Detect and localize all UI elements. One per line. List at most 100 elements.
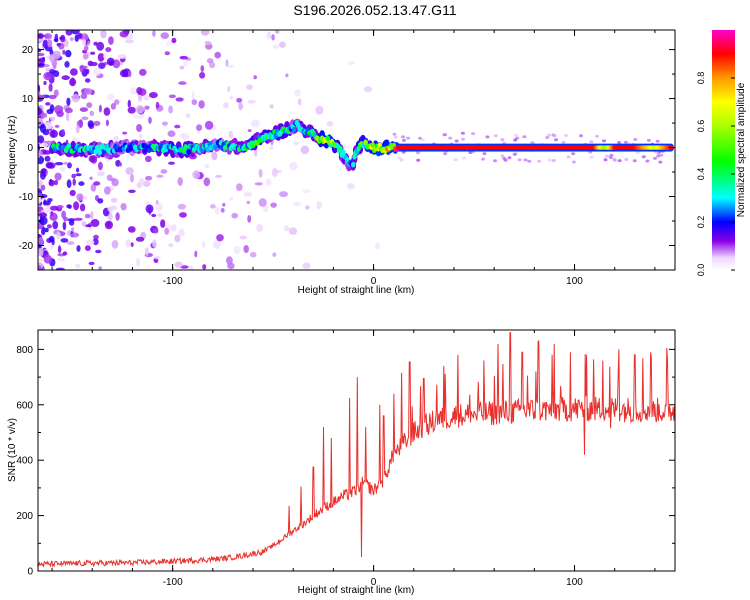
noise-speck bbox=[270, 202, 277, 208]
noise-speck bbox=[110, 177, 116, 182]
noise-speck bbox=[39, 216, 48, 225]
noise-speck bbox=[171, 37, 177, 44]
noise-speck bbox=[500, 138, 505, 142]
noise-speck bbox=[238, 102, 244, 111]
noise-speck bbox=[655, 139, 660, 143]
colorbar-ticks: 0.0 0.2 0.4 0.6 0.8 bbox=[696, 72, 735, 277]
noise-speck bbox=[179, 65, 185, 70]
colorbar-tick-label: 0.0 bbox=[696, 264, 706, 277]
noise-speck bbox=[183, 60, 188, 67]
noise-speck bbox=[527, 159, 532, 163]
noise-speck bbox=[289, 162, 298, 171]
noise-speck bbox=[191, 91, 195, 100]
noise-speck bbox=[167, 130, 176, 137]
noise-speck bbox=[300, 145, 310, 155]
noise-speck bbox=[130, 242, 134, 247]
noise-speck bbox=[76, 167, 80, 173]
noise-speck bbox=[57, 257, 66, 262]
y-tick-label: 10 bbox=[22, 94, 34, 105]
noise-speck bbox=[44, 33, 52, 40]
noise-speck bbox=[589, 155, 594, 159]
noise-speck bbox=[43, 254, 52, 264]
noise-speck bbox=[145, 175, 153, 181]
y-tick-label: 400 bbox=[16, 456, 33, 467]
noise-speck bbox=[462, 156, 467, 160]
noise-speck bbox=[153, 228, 159, 234]
noise-speck bbox=[70, 77, 75, 86]
noise-speck bbox=[168, 94, 176, 99]
noise-speck bbox=[545, 136, 550, 139]
noise-speck bbox=[223, 102, 229, 109]
noise-speck bbox=[38, 135, 45, 144]
noise-speck bbox=[93, 41, 98, 46]
noise-speck bbox=[40, 142, 49, 148]
noise-speck bbox=[97, 53, 105, 62]
noise-speck bbox=[47, 39, 53, 48]
noise-speck bbox=[81, 221, 87, 227]
noise-speck bbox=[507, 156, 512, 160]
noise-speck bbox=[348, 61, 355, 65]
noise-speck bbox=[51, 129, 55, 138]
noise-speck bbox=[624, 158, 629, 161]
noise-speck bbox=[48, 235, 55, 243]
noise-speck bbox=[152, 239, 157, 248]
noise-speck bbox=[59, 166, 66, 172]
x-tick-label: 100 bbox=[566, 577, 583, 588]
noise-speck bbox=[50, 205, 59, 211]
noise-speck bbox=[52, 220, 59, 230]
noise-speck bbox=[54, 162, 64, 166]
noise-speck bbox=[175, 97, 184, 102]
noise-speck bbox=[62, 49, 66, 55]
noise-speck bbox=[98, 266, 102, 270]
noise-speck bbox=[45, 205, 52, 214]
noise-speck bbox=[393, 135, 398, 139]
noise-speck bbox=[75, 173, 82, 177]
noise-speck bbox=[93, 67, 101, 76]
x-tick-label: 0 bbox=[371, 276, 377, 287]
noise-speck bbox=[602, 139, 606, 143]
noise-speck bbox=[164, 227, 170, 235]
noise-speck bbox=[144, 105, 150, 110]
noise-speck bbox=[56, 231, 61, 241]
noise-speck bbox=[204, 164, 210, 169]
noise-speck bbox=[161, 121, 168, 126]
noise-speck bbox=[530, 141, 535, 145]
noise-speck bbox=[375, 242, 380, 250]
colorbar-tick-label: 0.4 bbox=[696, 168, 706, 181]
y-tick-label: -20 bbox=[19, 241, 34, 252]
noise-speck bbox=[48, 83, 53, 92]
noise-speck bbox=[115, 212, 120, 221]
noise-speck bbox=[297, 98, 302, 106]
noise-speck bbox=[641, 155, 646, 159]
noise-speck bbox=[93, 234, 99, 240]
noise-speck bbox=[68, 219, 75, 226]
noise-speck bbox=[92, 238, 99, 246]
noise-speck bbox=[249, 251, 257, 258]
noise-speck bbox=[500, 154, 505, 158]
noise-speck bbox=[269, 104, 274, 109]
noise-speck bbox=[397, 156, 402, 160]
noise-speck bbox=[160, 169, 168, 174]
noise-speck bbox=[160, 32, 169, 39]
noise-speck bbox=[269, 145, 274, 150]
noise-speck bbox=[56, 42, 61, 47]
colorbar-tick-label: 0.8 bbox=[696, 72, 706, 85]
noise-speck bbox=[645, 159, 650, 163]
noise-speck bbox=[70, 232, 80, 238]
noise-speck bbox=[93, 120, 101, 127]
noise-speck bbox=[38, 149, 43, 157]
noise-speck bbox=[512, 152, 517, 156]
noise-speck bbox=[69, 37, 74, 41]
noise-speck bbox=[113, 135, 119, 142]
noise-speck bbox=[43, 199, 47, 206]
noise-speck bbox=[448, 136, 453, 140]
noise-speck bbox=[127, 99, 131, 108]
noise-speck bbox=[71, 30, 80, 35]
noise-speck bbox=[547, 133, 552, 137]
ridge-core bbox=[66, 143, 72, 149]
noise-speck bbox=[79, 64, 85, 73]
noise-speck bbox=[53, 89, 59, 97]
noise-speck bbox=[82, 53, 89, 60]
